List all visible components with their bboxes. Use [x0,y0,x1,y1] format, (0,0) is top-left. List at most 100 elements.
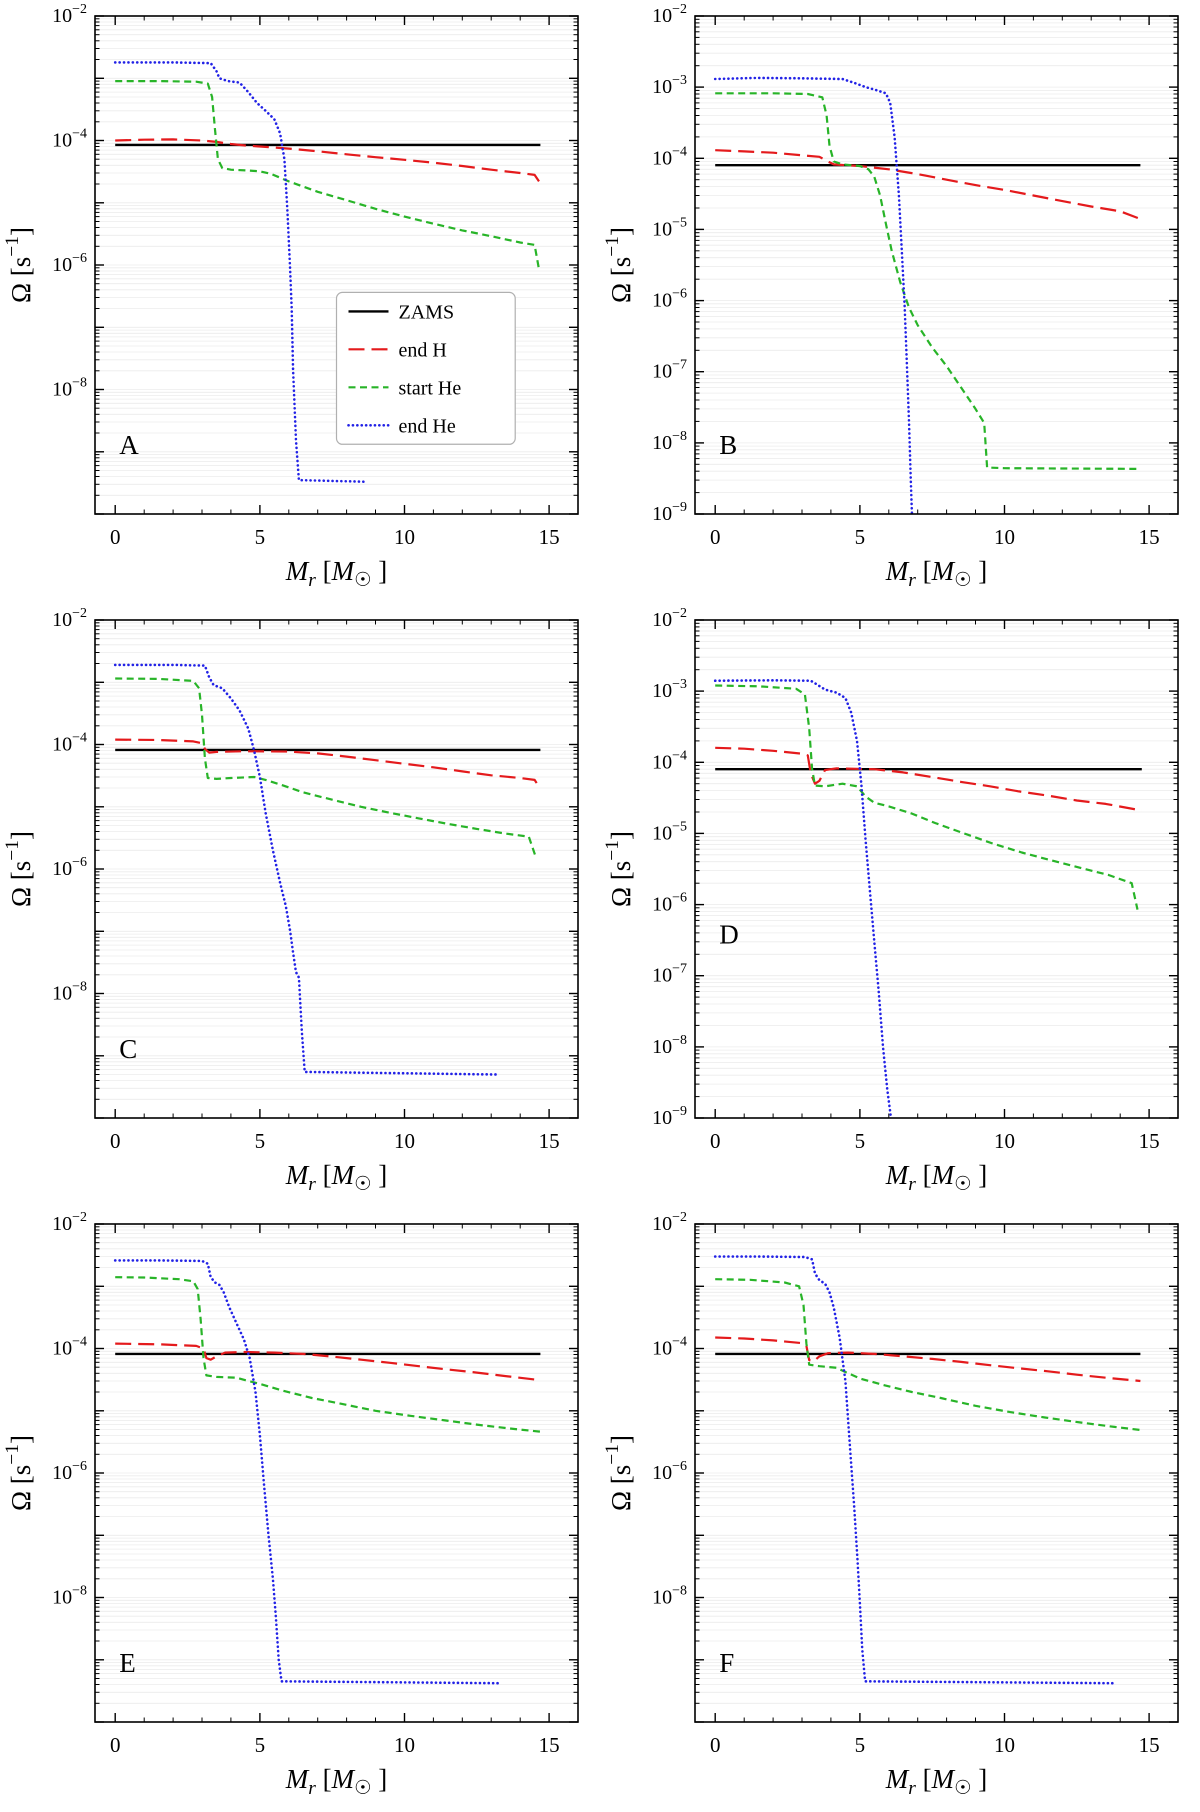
chart-e: 0 5 10 15 10−2 10−4 10−6 10−8 Mr [M☉ ] Ω [s−1] E [0,1208,600,1812]
panel-letter: A [119,430,139,460]
axes-frame [694,15,1179,515]
x-tick-label: 0 [710,1129,721,1153]
x-tick-label: 15 [1139,1129,1160,1153]
panel-c: 0 5 10 15 10−2 10−4 10−6 10−8 Mr [M☉ ] Ω [s−1] C [0,604,600,1208]
series-end-h-line [115,738,540,788]
panel-background [0,604,600,1208]
x-tick-label: 10 [394,525,415,549]
legend-label: ZAMS [399,301,455,323]
panel-background [600,0,1200,604]
series-group [713,76,1141,514]
series-group [113,663,541,1076]
tick-marks [695,1223,1178,1723]
panel-background [600,1208,1200,1812]
y-tick-label: 10−4 [52,731,87,756]
tick-marks [695,619,1178,1119]
y-tick-label: 10−5 [652,215,687,240]
series-end-he-line [713,1255,1116,1685]
y-tick-label: 10−8 [52,1584,87,1609]
panel-background [600,604,1200,1208]
chart-a: 0 5 10 15 10−2 10−4 10−6 10−8 Mr [M☉ ] Ω [s−1] A ZA… [0,0,600,604]
x-tick-label: 10 [394,1129,415,1153]
y-tick-label: 10−4 [652,1335,687,1360]
y-axis-label: Ω [s−1] [602,1435,636,1511]
x-tick-label: 15 [1139,525,1160,549]
series-group [713,1255,1141,1685]
panel-letter: B [719,430,737,460]
tick-labels: 0 5 10 15 10−2 10−4 10−6 10−8 [52,606,560,1153]
series-start-he-line [115,80,541,270]
panel-letter: E [119,1648,136,1678]
x-tick-label: 15 [539,1129,560,1153]
tick-labels: 0 5 10 15 10−2 10−3 10−4 10−5 10−6 10−7 10−8 10−9 [652,2,1160,549]
panel-background [0,1208,600,1812]
y-tick-label: 10−2 [652,2,687,27]
x-axis-label: Mr [M☉ ] [285,556,388,591]
x-tick-label: 15 [1139,1733,1160,1757]
x-tick-label: 0 [710,525,721,549]
y-axis-label: Ω [s−1] [602,227,636,303]
series-end-he-line [113,663,499,1076]
x-tick-label: 5 [255,1733,266,1757]
y-tick-label: 10−6 [52,251,87,276]
tick-labels: 0 5 10 15 10−2 10−3 10−4 10−5 10−6 10−7 10−8 10−9 [652,606,1160,1153]
series-group [113,61,541,483]
x-tick-label: 5 [255,1129,266,1153]
y-axis-label: Ω [s−1] [2,227,36,303]
legend-label: end He [399,415,456,437]
y-tick-label: 10−7 [652,962,687,987]
y-axis-label: Ω [s−1] [602,831,636,907]
series-start-he-line [715,92,1141,470]
x-tick-label: 0 [110,525,121,549]
tick-labels: 0 5 10 15 10−2 10−4 10−6 10−8 [652,1210,1160,1757]
series-group [713,679,1142,1118]
legend-label: start He [399,377,462,399]
gridlines [95,1226,578,1704]
series-end-h-line [115,138,540,183]
panel-letter: C [119,1034,137,1064]
tick-labels: 0 5 10 15 10−2 10−4 10−6 10−8 [52,1210,560,1757]
y-axis-label: Ω [s−1] [2,1435,36,1511]
x-tick-label: 5 [855,1733,866,1757]
y-tick-label: 10−6 [652,287,687,312]
y-tick-label: 10−4 [652,748,687,773]
x-tick-label: 0 [110,1733,121,1757]
series-end-he-line [113,61,366,483]
y-tick-label: 10−2 [652,606,687,631]
x-axis-label: Mr [M☉ ] [885,1160,988,1195]
x-tick-label: 0 [710,1733,721,1757]
y-tick-label: 10−8 [652,1033,687,1058]
y-tick-label: 10−2 [652,1210,687,1235]
tick-marks [95,1223,578,1723]
y-tick-label: 10−6 [52,1459,87,1484]
x-axis-label: Mr [M☉ ] [885,1764,988,1799]
series-start-he-line [115,1276,541,1433]
x-tick-label: 5 [255,525,266,549]
series-end-h-line [715,149,1141,221]
x-axis-label: Mr [M☉ ] [285,1160,388,1195]
x-axis-label: Mr [M☉ ] [285,1764,388,1799]
chart-c: 0 5 10 15 10−2 10−4 10−6 10−8 Mr [M☉ ] Ω [s−1] C [0,604,600,1208]
series-end-h-line [715,1336,1141,1383]
tick-marks [95,15,578,515]
tick-labels: 0 5 10 15 10−2 10−4 10−6 10−8 [52,2,560,549]
panel-d: 0 5 10 15 10−2 10−3 10−4 10−5 10−6 10−7 10−8 10−9 Mr… [600,604,1200,1208]
tick-marks [95,619,578,1119]
y-tick-label: 10−9 [652,1104,687,1129]
legend-box [335,291,516,445]
series-end-he-line [713,679,893,1118]
y-tick-label: 10−4 [52,1335,87,1360]
panel-b: 0 5 10 15 10−2 10−3 10−4 10−5 10−6 10−7 10−8 10−9 Mr… [600,0,1200,604]
y-tick-label: 10−2 [52,2,87,27]
y-tick-label: 10−3 [652,73,687,98]
series-start-he-line [115,677,538,859]
y-tick-label: 10−8 [652,429,687,454]
x-tick-label: 10 [994,1733,1015,1757]
y-tick-label: 10−3 [652,677,687,702]
x-tick-label: 0 [110,1129,121,1153]
x-tick-label: 10 [394,1733,415,1757]
y-tick-label: 10−6 [52,855,87,880]
panel-a: 0 5 10 15 10−2 10−4 10−6 10−8 Mr [M☉ ] Ω [s−1] A ZA… [0,0,600,604]
y-tick-label: 10−6 [652,891,687,916]
y-tick-label: 10−2 [52,1210,87,1235]
